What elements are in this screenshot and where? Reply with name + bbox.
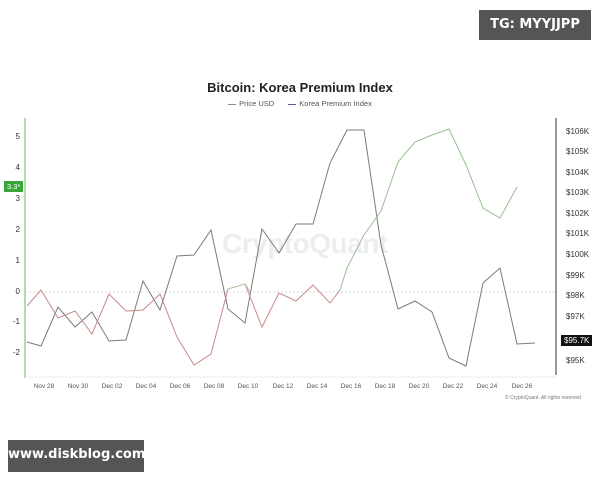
current-price-label: $95.7K [561, 335, 593, 346]
x-tick: Dec 18 [374, 383, 396, 390]
chart-legend: Price USD Korea Premium Index [0, 99, 600, 108]
cryptoquant-watermark: CryptoQuant [222, 228, 388, 259]
legend-item-price[interactable]: Price USD [228, 99, 274, 108]
legend-item-premium[interactable]: Korea Premium Index [288, 99, 372, 108]
current-premium-label: 3.3* [4, 181, 24, 192]
x-tick: Dec 20 [408, 383, 430, 390]
right-tick: $104K [566, 168, 590, 177]
x-tick: Dec 24 [476, 383, 498, 390]
left-tick: -2 [12, 348, 20, 357]
x-tick: Dec 14 [306, 383, 328, 390]
x-tick: Dec 10 [237, 383, 259, 390]
korea-premium-line-mid [244, 283, 341, 329]
right-tick: $105K [566, 147, 590, 156]
right-tick: $98K [566, 291, 585, 300]
x-tick: Dec 02 [101, 383, 123, 390]
right-tick: $102K [566, 209, 590, 218]
tg-watermark-badge: TG: MYYJJPP [479, 10, 591, 40]
right-tick: $99K [566, 271, 585, 280]
legend-swatch-premium [288, 103, 297, 105]
left-tick: 0 [15, 287, 20, 296]
left-tick: 2 [15, 225, 20, 234]
copyright-note: © CryptoQuant. All rights reserved [505, 395, 581, 401]
right-tick: $100K [566, 250, 590, 259]
x-tick: Dec 12 [272, 383, 294, 390]
left-tick: -1 [12, 317, 20, 326]
x-tick: Dec 04 [135, 383, 157, 390]
korea-premium-line-positive [339, 128, 518, 291]
legend-swatch-price [228, 103, 237, 105]
left-tick: 4 [15, 163, 20, 172]
legend-label-premium: Korea Premium Index [299, 99, 372, 108]
right-tick: $103K [566, 188, 590, 197]
legend-label-price: Price USD [239, 99, 275, 108]
x-tick: Dec 26 [511, 383, 533, 390]
x-tick: Dec 06 [169, 383, 191, 390]
x-tick: Dec 22 [442, 383, 464, 390]
x-tick: Nov 28 [33, 383, 55, 390]
site-watermark-badge: www.diskblog.com [8, 440, 145, 472]
left-tick: 1 [15, 256, 20, 265]
right-tick: $106K [566, 127, 590, 136]
x-tick: Nov 30 [67, 383, 89, 390]
right-tick: $95K [566, 356, 585, 365]
left-tick: 3 [15, 194, 20, 203]
korea-premium-line-positive-a [227, 283, 251, 293]
right-tick: $97K [566, 312, 585, 321]
chart-title: Bitcoin: Korea Premium Index [207, 80, 393, 95]
korea-premium-line-negative [26, 288, 229, 366]
left-tick: 5 [15, 132, 20, 141]
x-tick: Dec 16 [340, 383, 362, 390]
right-tick: $101K [566, 229, 590, 238]
price-usd-line [26, 129, 536, 367]
x-tick: Dec 08 [203, 383, 225, 390]
